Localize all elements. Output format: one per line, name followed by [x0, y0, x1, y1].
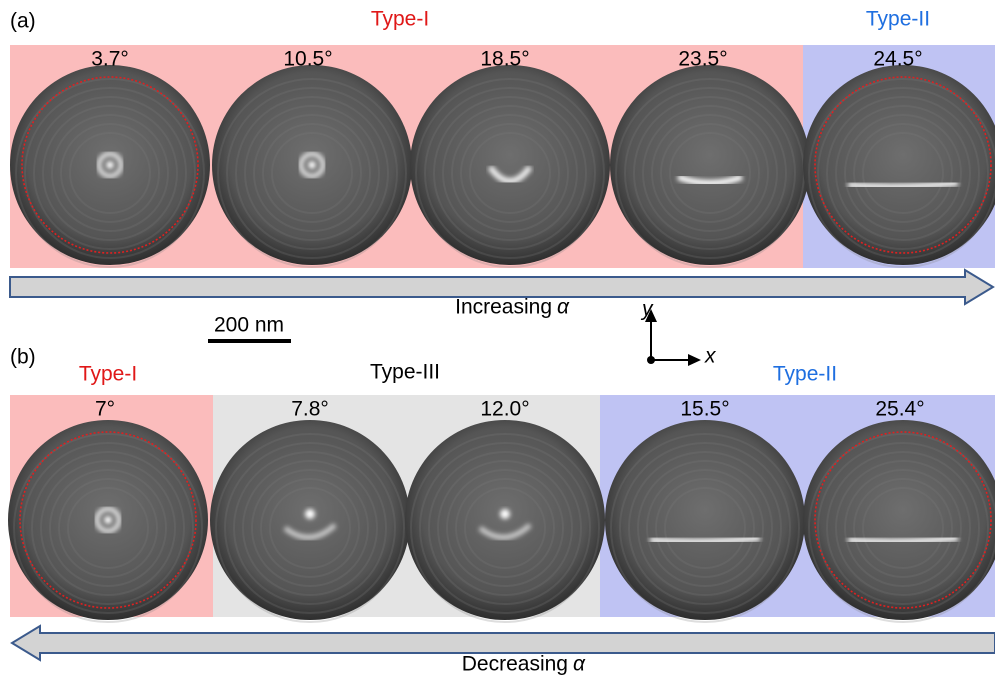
micrograph — [410, 65, 610, 267]
arrow-symbol: α — [557, 296, 570, 319]
arrow-label: Increasing — [455, 296, 552, 319]
axes-indicator: y x — [640, 298, 717, 368]
angle-label: 15.5° — [680, 398, 729, 421]
angle-label: 18.5° — [480, 48, 529, 71]
panel-label: (b) — [10, 346, 36, 369]
angle-label: 24.5° — [873, 48, 922, 71]
group-label: Type-I — [79, 363, 137, 386]
arrow-symbol: α — [573, 653, 586, 676]
group-label: Type-II — [773, 363, 837, 386]
angle-label: 3.7° — [91, 48, 129, 71]
scale-bar-label: 200 nm — [214, 314, 284, 337]
panel-label: (a) — [10, 10, 36, 33]
micrograph — [610, 65, 810, 267]
angle-label: 10.5° — [283, 48, 332, 71]
angle-label: 12.0° — [480, 398, 529, 421]
axis-label: x — [704, 345, 717, 368]
angle-label: 7° — [95, 398, 115, 421]
group-label: Type-II — [866, 8, 930, 31]
angle-label: 23.5° — [678, 48, 727, 71]
micrograph — [10, 65, 210, 267]
micrographs — [8, 65, 995, 622]
feature — [650, 538, 760, 542]
micrograph — [605, 420, 805, 622]
figure: (a) Type-I Type-II 3.7° 10.5° 18.5° 23.5… — [0, 0, 995, 679]
arrow-label: Decreasing — [462, 653, 568, 676]
micrograph — [210, 420, 410, 622]
group-label: Type-III — [370, 361, 440, 384]
micrograph — [405, 420, 605, 622]
angle-label: 25.4° — [875, 398, 924, 421]
angle-label: 7.8° — [291, 398, 329, 421]
group-label: Type-I — [371, 8, 429, 31]
axis-label: y — [640, 298, 654, 321]
micrograph — [8, 420, 208, 622]
micrograph — [212, 65, 412, 267]
feature — [848, 538, 958, 542]
feature — [848, 183, 958, 187]
